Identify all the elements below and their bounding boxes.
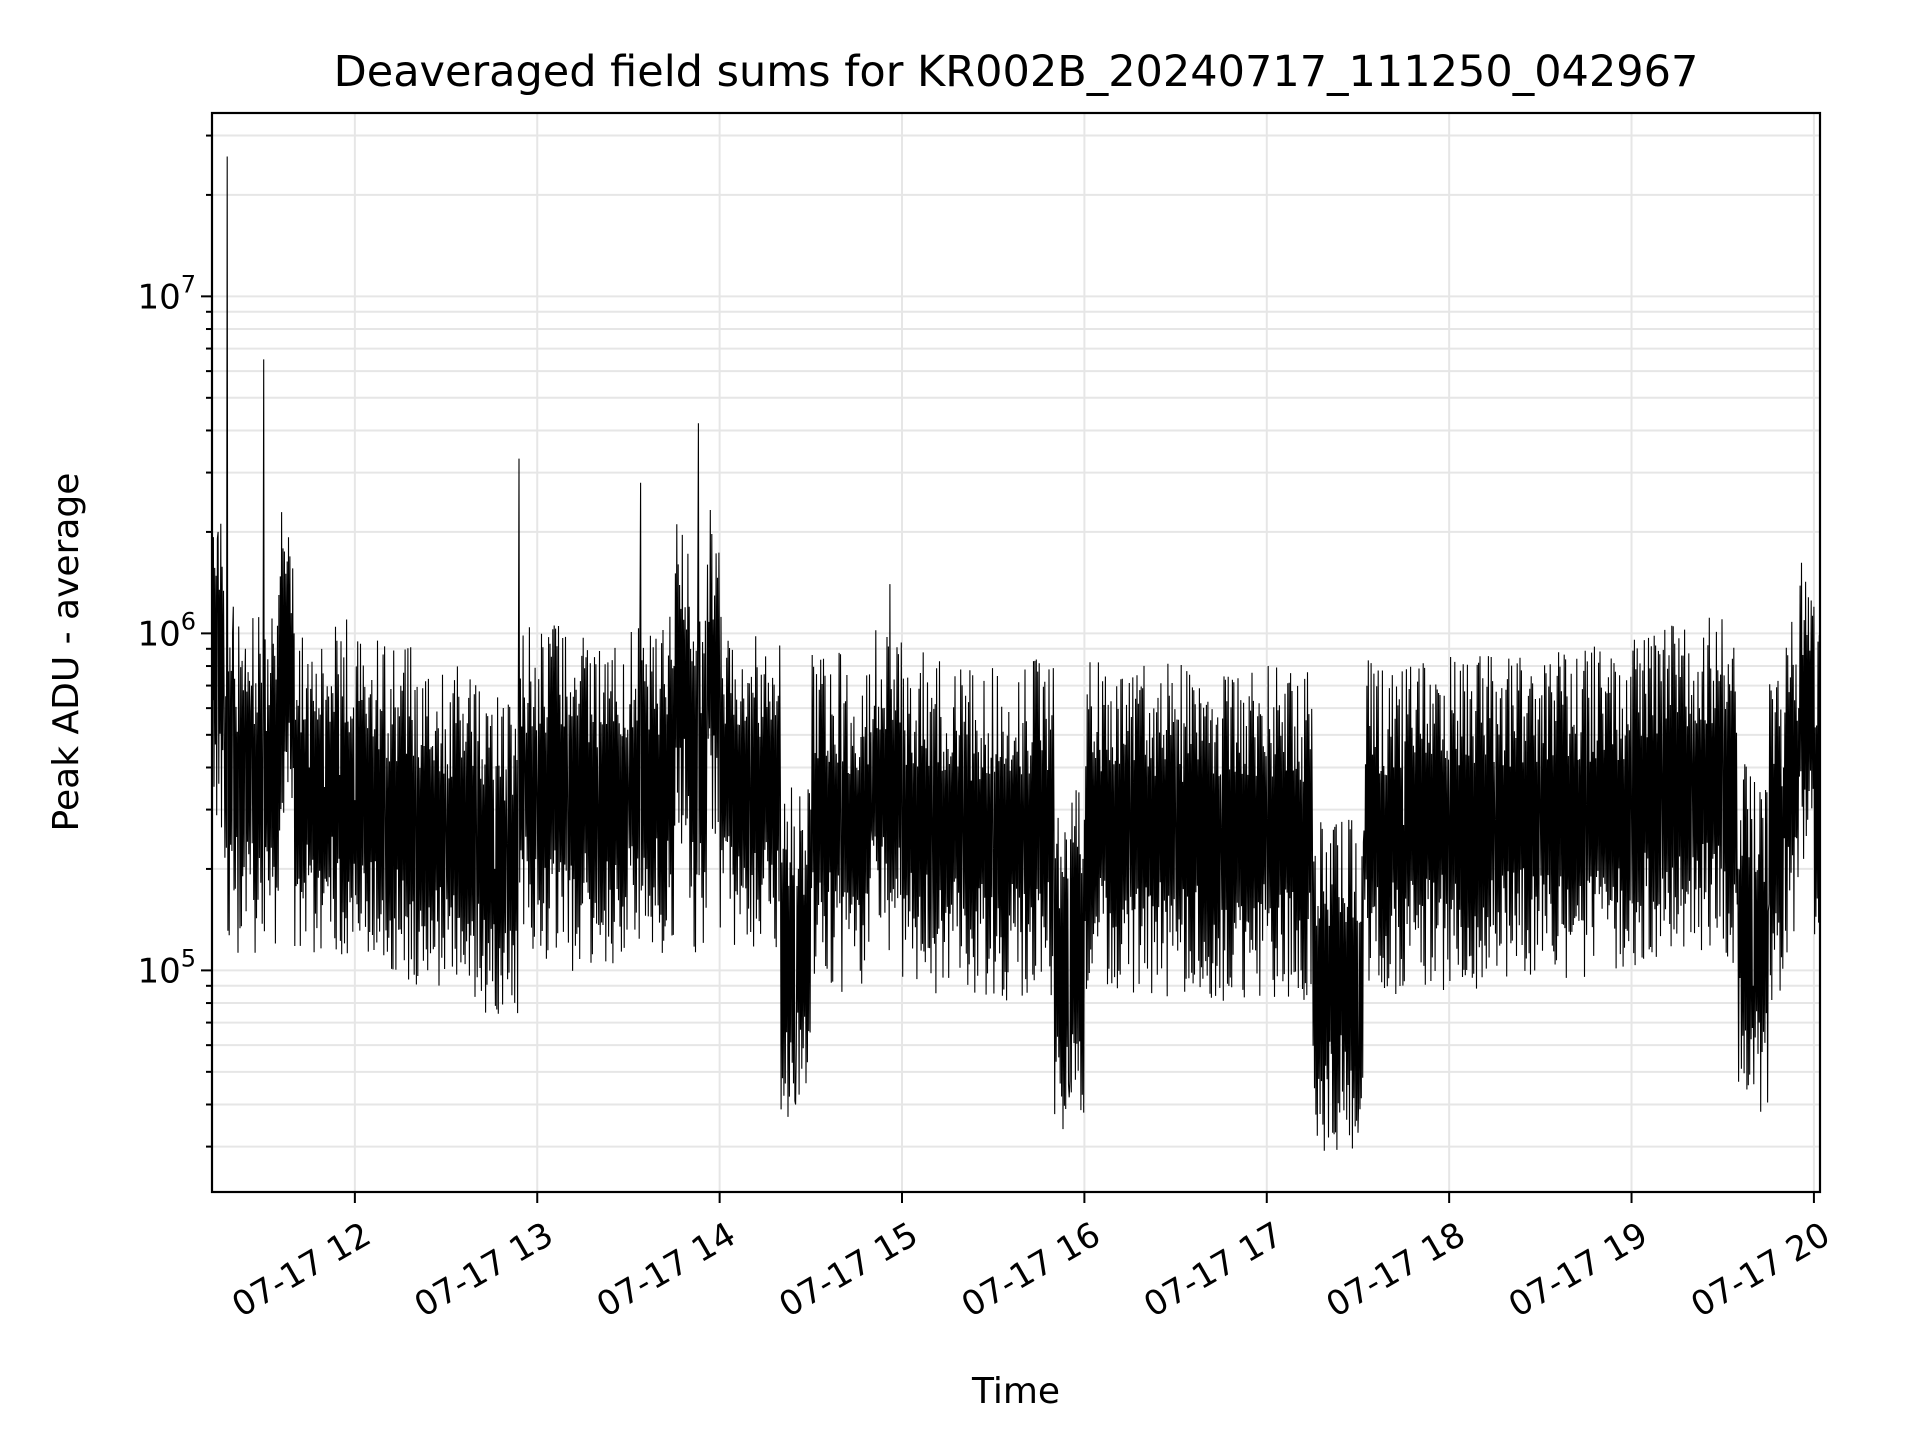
chart-title: Deaveraged field sums for KR002B_2024071… — [334, 47, 1699, 97]
y-tick-label: 105 — [137, 944, 196, 991]
y-tick-label: 107 — [137, 270, 196, 317]
plot-frame — [210, 111, 1822, 1194]
y-tick-label: 106 — [137, 607, 196, 654]
x-axis-label: Time — [971, 1371, 1060, 1412]
series-layer — [211, 156, 1821, 1151]
series-line — [211, 156, 1821, 1151]
y-axis-label: Peak ADU - average — [46, 473, 87, 832]
